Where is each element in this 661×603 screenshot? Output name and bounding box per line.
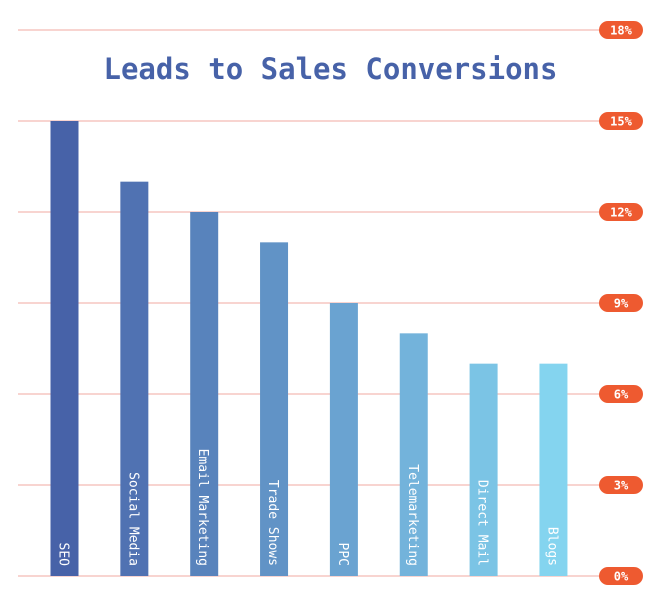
- y-tick: 15%: [599, 112, 643, 130]
- y-tick-label: 3%: [614, 479, 629, 493]
- bar-label: Social Media: [125, 472, 140, 566]
- bar-label: Direct Mail: [475, 480, 490, 566]
- bar-label: SEO: [56, 543, 71, 567]
- bar-label: Trade Shows: [265, 480, 280, 566]
- y-tick-label: 18%: [610, 24, 632, 38]
- bar-label: PPC: [335, 543, 350, 566]
- bar: [260, 242, 289, 577]
- y-tick-badge: [599, 294, 643, 312]
- bar-label: Blogs: [544, 527, 559, 566]
- bar: [120, 181, 149, 576]
- chart-title: Leads to Sales Conversions: [103, 52, 558, 86]
- bar-label: Telemarketing: [405, 464, 420, 566]
- y-tick-label: 0%: [614, 570, 629, 584]
- y-tick: 18%: [599, 21, 643, 39]
- bar: [399, 333, 428, 576]
- bar: [329, 303, 358, 576]
- y-tick-badge: [599, 203, 643, 221]
- y-tick-label: 15%: [610, 115, 632, 129]
- y-tick: 9%: [599, 294, 643, 312]
- y-tick-label: 12%: [610, 206, 632, 220]
- y-tick-badge: [599, 112, 643, 130]
- y-tick: 0%: [599, 567, 643, 585]
- y-tick-badge: [599, 567, 643, 585]
- bar: [469, 363, 498, 576]
- y-tick: 6%: [599, 385, 643, 403]
- y-tick: 3%: [599, 476, 643, 494]
- bar: [190, 212, 219, 576]
- y-tick-badge: [599, 385, 643, 403]
- bar: [539, 363, 568, 576]
- y-tick-label: 9%: [614, 297, 629, 311]
- bar: [50, 121, 79, 576]
- y-tick-badge: [599, 476, 643, 494]
- bar-label: Email Marketing: [195, 449, 210, 566]
- y-tick-badge: [599, 21, 643, 39]
- y-tick: 12%: [599, 203, 643, 221]
- y-tick-label: 6%: [614, 388, 629, 402]
